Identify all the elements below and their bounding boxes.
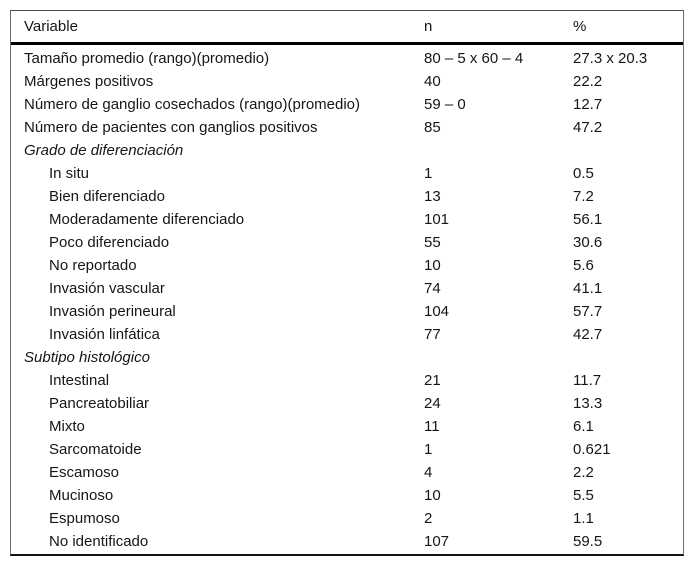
table-row: No identificado 107 59.5 — [11, 530, 683, 553]
row-label: Moderadamente diferenciado — [49, 211, 245, 228]
table-row: Márgenes positivos 40 22.2 — [11, 70, 683, 93]
table-row: Bien diferenciado 13 7.2 — [11, 185, 683, 208]
table-row: Número de pacientes con ganglios positiv… — [11, 116, 683, 139]
cell-n: 77 — [424, 326, 441, 343]
cell-pct: 0.5 — [573, 165, 594, 182]
cell-pct: 2.2 — [573, 464, 594, 481]
row-label: Número de ganglio cosechados (rango)(pro… — [24, 96, 361, 113]
table-row: In situ 1 0.5 — [11, 162, 683, 185]
cell-n: 101 — [424, 211, 450, 228]
cell-pct: 56.1 — [573, 211, 603, 228]
row-label: No reportado — [49, 257, 137, 274]
cell-n: 4 — [424, 464, 433, 481]
table-row: Poco diferenciado 55 30.6 — [11, 231, 683, 254]
row-label: Mixto — [49, 418, 85, 435]
cell-pct: 22.2 — [573, 73, 603, 90]
row-label: Invasión linfática — [49, 326, 160, 343]
table-row: Invasión linfática 77 42.7 — [11, 323, 683, 346]
table-row: Mixto 11 6.1 — [11, 415, 683, 438]
table-row: Espumoso 2 1.1 — [11, 507, 683, 530]
cell-pct: 11.7 — [573, 372, 602, 389]
cell-pct: 30.6 — [573, 234, 603, 251]
cell-n: 40 — [424, 73, 441, 90]
row-label: No identificado — [49, 533, 149, 550]
row-label: Sarcomatoide — [49, 441, 142, 458]
cell-n: 21 — [424, 372, 441, 389]
row-label: Pancreatobiliar — [49, 395, 150, 412]
row-label: Escamoso — [49, 464, 120, 481]
table-row: Escamoso 4 2.2 — [11, 461, 683, 484]
cell-pct: 47.2 — [573, 119, 603, 136]
row-label: In situ — [49, 165, 90, 182]
row-label: Espumoso — [49, 510, 120, 527]
cell-n: 11 — [424, 418, 440, 435]
table-row: Número de ganglio cosechados (rango)(pro… — [11, 93, 683, 116]
row-label: Invasión vascular — [49, 280, 165, 297]
cell-n: 1 — [424, 165, 433, 182]
table-row: Invasión perineural 104 57.7 — [11, 300, 683, 323]
cell-n: 1 — [424, 441, 433, 458]
table-row: Subtipo histológico — [11, 346, 683, 369]
cell-pct: 0.621 — [573, 441, 611, 458]
table-row: Sarcomatoide 1 0.621 — [11, 438, 683, 461]
cell-pct: 59.5 — [573, 533, 603, 550]
cell-n: 80 – 5 x 60 – 4 — [424, 50, 524, 67]
cell-pct: 5.5 — [573, 487, 594, 504]
table-row: Intestinal 21 11.7 — [11, 369, 683, 392]
row-label: Grado de diferenciación — [24, 142, 184, 159]
row-label: Mucinoso — [49, 487, 114, 504]
table-body: Tamaño promedio (rango)(promedio) 80 – 5… — [11, 45, 683, 553]
cell-n: 107 — [424, 533, 450, 550]
cell-pct: 13.3 — [573, 395, 603, 412]
cell-n: 85 — [424, 119, 441, 136]
row-label: Intestinal — [49, 372, 110, 389]
cell-n: 24 — [424, 395, 441, 412]
cell-pct: 12.7 — [573, 96, 603, 113]
column-header-pct: % — [573, 18, 587, 35]
cell-pct: 6.1 — [573, 418, 594, 435]
statistics-table: Variable n % Tamaño promedio (rango)(pro… — [10, 10, 684, 556]
cell-pct: 42.7 — [573, 326, 603, 343]
table-row: Pancreatobiliar 24 13.3 — [11, 392, 683, 415]
table-row: Invasión vascular 74 41.1 — [11, 277, 683, 300]
row-label: Poco diferenciado — [49, 234, 170, 251]
table-row: No reportado 10 5.6 — [11, 254, 683, 277]
cell-n: 10 — [424, 487, 441, 504]
cell-pct: 57.7 — [573, 303, 603, 320]
cell-n: 59 – 0 — [424, 96, 466, 113]
table-row: Mucinoso 10 5.5 — [11, 484, 683, 507]
row-label: Márgenes positivos — [24, 73, 154, 90]
cell-n: 74 — [424, 280, 441, 297]
table-row: Grado de diferenciación — [11, 139, 683, 162]
cell-n: 13 — [424, 188, 441, 205]
cell-pct: 27.3 x 20.3 — [573, 50, 648, 67]
table-row: Moderadamente diferenciado 101 56.1 — [11, 208, 683, 231]
cell-pct: 5.6 — [573, 257, 594, 274]
row-label: Invasión perineural — [49, 303, 176, 320]
row-label: Tamaño promedio (rango)(promedio) — [24, 50, 270, 67]
row-label: Subtipo histológico — [24, 349, 150, 366]
cell-pct: 1.1 — [573, 510, 594, 527]
cell-n: 2 — [424, 510, 433, 527]
cell-pct: 41.1 — [573, 280, 603, 297]
cell-pct: 7.2 — [573, 188, 594, 205]
column-header-n: n — [424, 18, 433, 35]
row-label: Bien diferenciado — [49, 188, 165, 205]
table-row: Tamaño promedio (rango)(promedio) 80 – 5… — [11, 47, 683, 70]
column-header-variable: Variable — [24, 18, 78, 35]
cell-n: 10 — [424, 257, 441, 274]
cell-n: 104 — [424, 303, 450, 320]
cell-n: 55 — [424, 234, 441, 251]
row-label: Número de pacientes con ganglios positiv… — [24, 119, 318, 136]
table-header-row: Variable n % — [11, 11, 683, 45]
